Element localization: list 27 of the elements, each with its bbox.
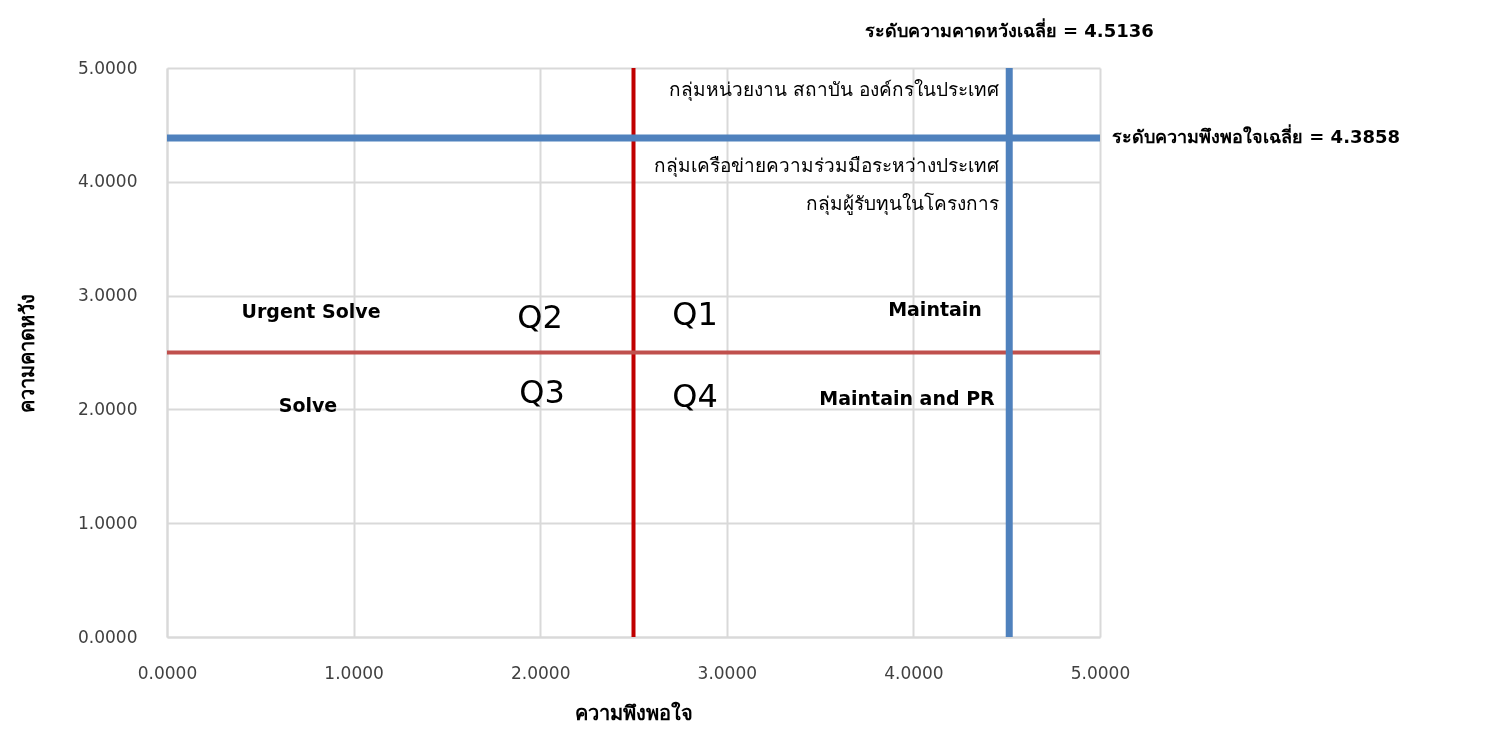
y-tick-label: 3.0000 [78, 285, 138, 306]
y-tick-label: 2.0000 [78, 398, 138, 419]
x-tick-label: 5.0000 [1070, 662, 1131, 683]
annotation: Solve [278, 394, 338, 416]
annotation: Maintain [888, 298, 982, 320]
annotation: Q4 [672, 377, 718, 415]
y-tick-label: 4.0000 [78, 171, 138, 192]
annotation: กลุ่มผู้รับทุนในโครงการ [806, 192, 999, 216]
y-tick-label: 5.0000 [78, 57, 138, 78]
annotation: กลุ่มเครือข่ายความร่วมมือระหว่างประเทศ [654, 154, 999, 178]
annotation: Q2 [517, 298, 563, 336]
annotation: Q1 [672, 295, 718, 333]
ref-line-label: ระดับความคาดหวังเฉลี่ย = 4.5136 [864, 18, 1154, 41]
x-axis-title: ความพึงพอใจ [575, 700, 693, 725]
y-tick-label: 1.0000 [78, 512, 138, 533]
x-tick-label: 3.0000 [697, 662, 758, 683]
annotation: Q3 [519, 373, 565, 411]
x-tick-label: 2.0000 [510, 662, 571, 683]
ref-line-label: ระดับความพึงพอใจเฉลี่ย = 4.3858 [1112, 123, 1401, 147]
annotation: Maintain and PR [819, 387, 996, 409]
x-tick-label: 1.0000 [324, 662, 384, 683]
x-tick-label: 0.0000 [137, 662, 198, 683]
x-tick-label: 4.0000 [884, 662, 944, 683]
y-axis-title: ความคาดหวัง [15, 293, 40, 413]
annotation: กลุ่มหน่วยงาน สถาบัน องค์กรในประเทศ [668, 78, 999, 102]
y-tick-label: 0.0000 [78, 626, 138, 647]
annotation: Urgent Solve [241, 300, 381, 322]
